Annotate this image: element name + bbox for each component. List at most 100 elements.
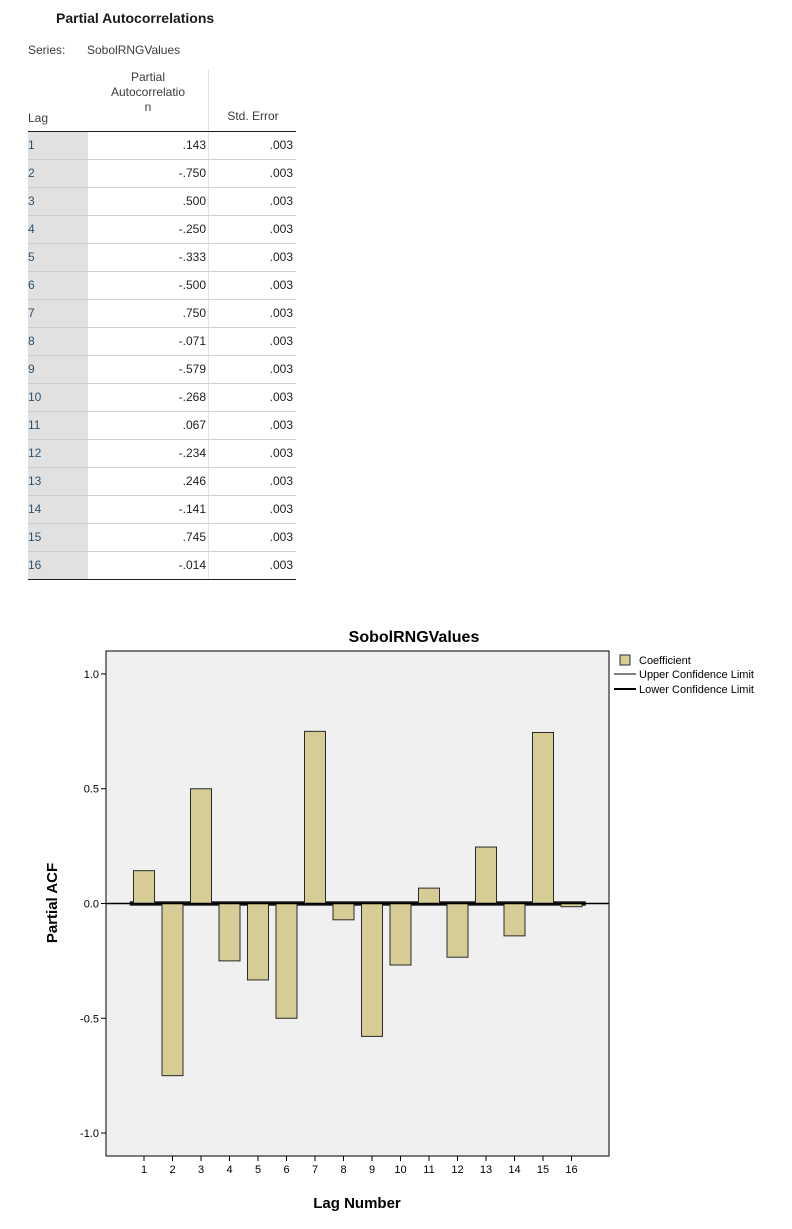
table-title: Partial Autocorrelations — [56, 10, 215, 26]
header-divider — [208, 70, 209, 130]
bar-lag-1 — [133, 870, 155, 905]
series-name: SobolRNGValues — [87, 43, 181, 57]
x-tick-label: 6 — [283, 1164, 289, 1176]
legend-label-upper-limit: Upper Confidence Limit — [639, 669, 754, 681]
header-rule — [28, 131, 296, 132]
std-error-cell: .003 — [269, 530, 293, 544]
lag-cell: 7 — [28, 300, 88, 327]
std-error-cell: .003 — [269, 446, 293, 460]
x-tick-label: 1 — [141, 1164, 147, 1176]
lag-cell: 8 — [28, 328, 88, 355]
pacf-cell: .500 — [182, 194, 206, 208]
pacf-cell: -.333 — [178, 250, 206, 264]
pacf-cell: .745 — [182, 530, 206, 544]
table-row: 11 .067 .003 — [28, 412, 296, 440]
pacf-cell: -.250 — [178, 222, 206, 236]
y-tick-label: -0.5 — [80, 1013, 99, 1025]
x-tick-label: 4 — [226, 1164, 232, 1176]
bars — [133, 730, 583, 1077]
bar-lag-15 — [532, 731, 554, 905]
x-tick-label: 10 — [394, 1164, 406, 1176]
table-row: 14 -.141 .003 — [28, 496, 296, 524]
std-error-cell: .003 — [269, 334, 293, 348]
pacf-cell: -.234 — [178, 446, 206, 460]
lag-cell: 11 — [28, 412, 88, 439]
x-tick-label: 16 — [565, 1164, 577, 1176]
pacf-cell: .750 — [182, 306, 206, 320]
std-error-cell: .003 — [269, 138, 293, 152]
y-tick-label: 1.0 — [84, 669, 99, 681]
table-row: 7 .750 .003 — [28, 300, 296, 328]
std-error-cell: .003 — [269, 558, 293, 572]
table-row: 13 .246 .003 — [28, 468, 296, 496]
std-error-cell: .003 — [269, 390, 293, 404]
bar-lag-7 — [304, 730, 326, 904]
x-tick-label: 5 — [255, 1164, 261, 1176]
lag-cell: 2 — [28, 160, 88, 187]
lag-cell: 14 — [28, 496, 88, 523]
std-error-cell: .003 — [269, 502, 293, 516]
header-pacf-line-1: Partial — [130, 70, 165, 84]
x-tick-label: 11 — [423, 1164, 434, 1176]
bar-lag-3 — [190, 788, 212, 905]
pacf-cell: .067 — [182, 418, 206, 432]
y-tick-label: 0.5 — [84, 784, 99, 796]
bar-lag-12 — [446, 903, 469, 958]
y-tick-label: -1.0 — [80, 1128, 99, 1140]
pacf-cell: .143 — [182, 138, 206, 152]
x-tick-label: 2 — [169, 1164, 175, 1176]
legend: Coefficient Upper Confidence Limit Lower… — [614, 654, 754, 696]
pacf-cell: -.268 — [178, 390, 206, 404]
bar-lag-13 — [475, 846, 497, 904]
std-error-cell: .003 — [269, 418, 293, 432]
bar-lag-10 — [389, 903, 412, 966]
bar-lag-5 — [247, 903, 269, 981]
lag-cell: 1 — [28, 132, 88, 159]
std-error-cell: .003 — [269, 306, 293, 320]
series-line: Series: SobolRNGValues — [28, 43, 180, 57]
pacf-cell: .246 — [182, 474, 206, 488]
bar-lag-8 — [332, 903, 355, 921]
std-error-cell: .003 — [269, 194, 293, 208]
pacf-chart: SobolRNGValues 1.0 0.5 0.0 -0.5 -1.0 1 2 3 4 5 6 7… — [44, 629, 754, 1212]
bar-lag-2 — [161, 903, 184, 1077]
std-error-cell: .003 — [269, 278, 293, 292]
pacf-cell: -.141 — [178, 502, 206, 516]
y-axis-label: Partial ACF — [44, 863, 61, 943]
header-pacf-line-3: n — [144, 100, 152, 114]
legend-swatch-coefficient — [619, 654, 631, 666]
bar-lag-14 — [503, 903, 526, 937]
bar-lag-6 — [275, 903, 298, 1019]
lag-cell: 6 — [28, 272, 88, 299]
table-row: 3 .500 .003 — [28, 188, 296, 216]
x-tick-label: 7 — [312, 1164, 318, 1176]
pacf-cell: -.750 — [178, 166, 206, 180]
std-error-cell: .003 — [269, 362, 293, 376]
std-error-cell: .003 — [269, 222, 293, 236]
table-row: 15 .745 .003 — [28, 524, 296, 552]
std-error-cell: .003 — [269, 166, 293, 180]
bar-lag-4 — [218, 903, 241, 962]
bar-lag-9 — [361, 903, 383, 1037]
table-row: 5 -.333 .003 — [28, 244, 296, 272]
table-row: 6 -.500 .003 — [28, 272, 296, 300]
std-error-cell: .003 — [269, 474, 293, 488]
y-axis: 1.0 0.5 0.0 -0.5 -1.0 — [80, 669, 106, 1140]
x-axis: 1 2 3 4 5 6 7 8 9 10 11 12 13 14 15 16 — [141, 1156, 578, 1176]
x-tick-label: 3 — [198, 1164, 204, 1176]
std-error-cell: .003 — [269, 250, 293, 264]
lag-cell: 16 — [28, 552, 88, 579]
table-row: 10 -.268 .003 — [28, 384, 296, 412]
pacf-cell: -.579 — [178, 362, 206, 376]
header-lag: Lag — [28, 111, 49, 125]
lag-cell: 15 — [28, 524, 88, 551]
legend-label-coefficient: Coefficient — [639, 655, 691, 667]
chart-title: SobolRNGValues — [349, 629, 480, 646]
y-tick-label: 0.0 — [84, 899, 99, 911]
x-tick-label: 9 — [369, 1164, 375, 1176]
x-tick-label: 8 — [340, 1164, 346, 1176]
x-tick-label: 14 — [508, 1164, 520, 1176]
table-row: 12 -.234 .003 — [28, 440, 296, 468]
lag-cell: 9 — [28, 356, 88, 383]
series-label: Series: — [28, 43, 66, 57]
